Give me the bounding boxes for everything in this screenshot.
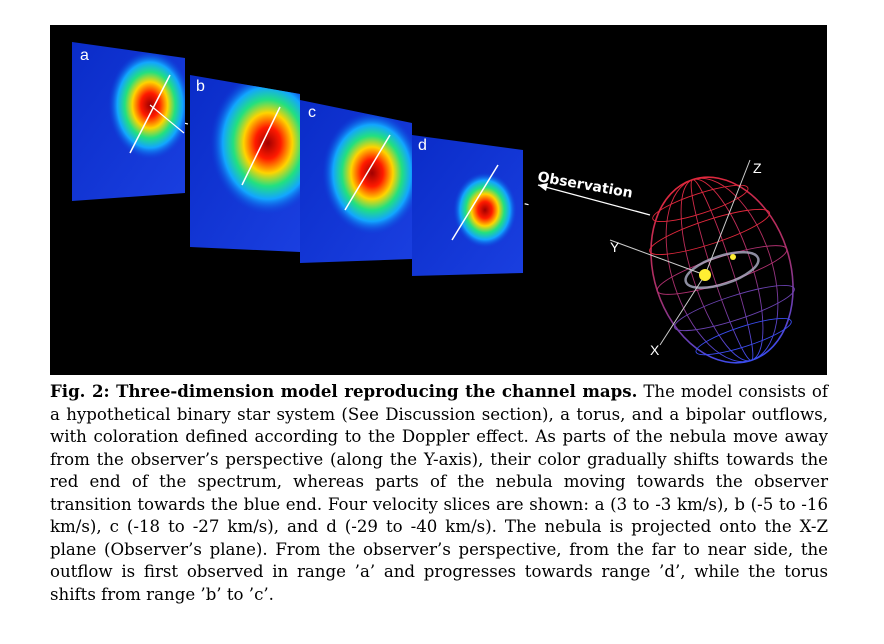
figure-panel: a b c d [50, 25, 827, 375]
axis-label-z: Z [753, 160, 762, 176]
panel-label-c: c [308, 104, 316, 121]
caption-body: The model consists of a hypothetical bin… [50, 382, 828, 604]
panel-label-a: a [80, 47, 89, 64]
channel-map-c: c [300, 100, 412, 263]
caption-prefix: Fig. 2 [50, 381, 104, 401]
star-primary [699, 269, 711, 281]
channel-map-b: b [190, 75, 300, 252]
observation-arrow: Observation [536, 169, 651, 216]
panel-label-d: d [418, 137, 427, 154]
caption-title: : Three-dimension model reproducing the … [103, 381, 638, 401]
channel-map-d: d [412, 135, 523, 276]
torus [684, 250, 760, 290]
panel-label-b: b [196, 78, 205, 95]
channel-map-a: a [72, 42, 185, 201]
observation-label: Observation [536, 169, 634, 201]
nebula-model: Z X Y [609, 159, 795, 364]
star-secondary [730, 254, 736, 260]
axis-label-x: X [650, 342, 660, 358]
axis-label-y: Y [610, 239, 620, 255]
model-illustration: a b c d [72, 42, 795, 364]
figure-caption: Fig. 2: Three-dimension model reproducin… [50, 380, 828, 606]
